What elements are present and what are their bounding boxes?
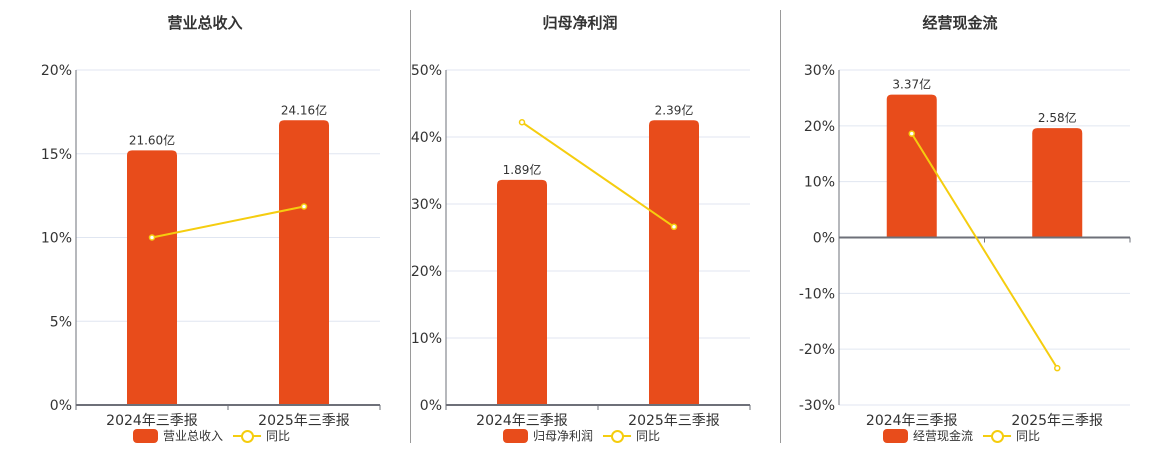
y-tick-label: -10%	[799, 286, 835, 302]
y-tick-label: 0%	[420, 398, 442, 414]
chart-legend: 经营现金流 同比	[883, 427, 1040, 444]
legend-bar-label[interactable]: 归母净利润	[533, 429, 594, 443]
yoy-point[interactable]	[518, 119, 526, 126]
y-tick-label: 50%	[411, 63, 442, 79]
chart-plot: -30% -20% -10% 0% 10% 20% 30% 3.37亿 2024年三季报 2.58…	[799, 63, 1131, 429]
y-tick-label: 10%	[411, 331, 442, 347]
chart-panel-net-profit: 归母净利润 0% 10% 20% 30% 40% 50% 1.89亿 2024年三季报 2.39…	[411, 14, 751, 444]
bar-value-label: 1.89亿	[503, 162, 542, 177]
y-tick-label: 15%	[41, 147, 72, 163]
chart-legend: 归母净利润 同比	[503, 427, 660, 444]
legend-bar-swatch[interactable]	[133, 428, 158, 443]
chart-legend: 营业总收入 同比	[133, 427, 290, 444]
yoy-point[interactable]	[300, 203, 308, 210]
y-tick-label: 20%	[804, 119, 835, 135]
legend-bar-swatch[interactable]	[883, 428, 908, 443]
yoy-line	[151, 205, 305, 239]
y-tick-label: 20%	[411, 264, 442, 280]
y-tick-label: 0%	[813, 231, 835, 247]
bar[interactable]	[1032, 128, 1083, 238]
legend-line-label[interactable]: 同比	[266, 429, 291, 443]
y-tick-label: -20%	[799, 342, 835, 358]
x-tick-label: 2024年三季报	[106, 413, 198, 429]
yoy-line	[910, 133, 1059, 369]
bar[interactable]	[127, 150, 177, 405]
y-tick-label: 5%	[50, 314, 72, 330]
y-tick-label: 30%	[804, 63, 835, 79]
bar[interactable]	[649, 120, 699, 405]
bar-value-label: 2.39亿	[655, 102, 694, 117]
legend-line-label[interactable]: 同比	[636, 429, 661, 443]
y-tick-label: 10%	[41, 231, 72, 247]
y-tick-label: 40%	[411, 130, 442, 146]
bar-value-label: 3.37亿	[892, 77, 931, 92]
legend-bar-label[interactable]: 经营现金流	[913, 429, 974, 443]
x-tick-label: 2025年三季报	[1011, 413, 1103, 429]
x-tick-label: 2024年三季报	[476, 413, 568, 429]
y-tick-label: 20%	[41, 63, 72, 79]
bar[interactable]	[279, 120, 329, 405]
y-tick-label: 10%	[804, 175, 835, 191]
legend-bar-label[interactable]: 营业总收入	[163, 429, 224, 443]
chart-title: 经营现金流	[922, 14, 998, 32]
legend-line-swatch-icon[interactable]	[983, 429, 1012, 443]
y-tick-label: -30%	[799, 398, 835, 414]
x-tick-label: 2025年三季报	[628, 413, 720, 429]
yoy-point[interactable]	[148, 234, 156, 241]
yoy-point[interactable]	[908, 130, 915, 137]
legend-bar-swatch[interactable]	[503, 428, 528, 443]
panel-divider-1	[410, 10, 411, 443]
legend-line-label[interactable]: 同比	[1016, 429, 1041, 443]
legend-line-swatch-icon[interactable]	[233, 429, 262, 443]
bar-value-label: 24.16亿	[281, 102, 327, 117]
yoy-point[interactable]	[1054, 364, 1061, 372]
yoy-point[interactable]	[670, 223, 678, 231]
chart-panel-revenue: 营业总收入 0% 5% 10% 15% 20% 21.60亿 2024年三季报 24.16亿 2…	[0, 0, 410, 450]
x-tick-label: 2025年三季报	[258, 413, 350, 429]
chart-title: 营业总收入	[167, 14, 243, 32]
y-tick-label: 0%	[50, 398, 72, 414]
chart-plot: 0% 5% 10% 15% 20% 21.60亿 2024年三季报 24.16亿 2025年三季…	[41, 63, 381, 429]
yoy-line	[521, 121, 675, 228]
bar-value-label: 2.58亿	[1038, 110, 1077, 125]
panel-divider-2	[780, 10, 781, 443]
chart-plot: 0% 10% 20% 30% 40% 50% 1.89亿 2024年三季报 2.39亿 2025年…	[411, 63, 751, 429]
chart-title: 归母净利润	[542, 14, 618, 32]
bar[interactable]	[886, 94, 937, 238]
bar-value-label: 21.60亿	[129, 132, 175, 147]
x-tick-label: 2024年三季报	[866, 413, 958, 429]
legend-line-swatch-icon[interactable]	[603, 429, 632, 443]
bar[interactable]	[497, 179, 547, 405]
y-tick-label: 30%	[411, 197, 442, 213]
